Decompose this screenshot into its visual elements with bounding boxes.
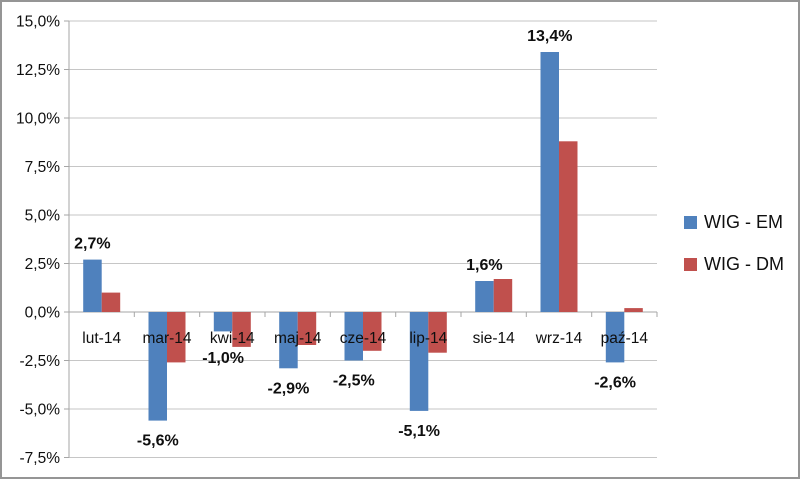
bar-wig-em-lut-14 bbox=[83, 259, 102, 312]
bar-wig-em-mar-14 bbox=[148, 312, 167, 421]
bar-wig-dm-lip-14 bbox=[428, 312, 447, 353]
data-label-wig-em-maj-14: -2,9% bbox=[268, 380, 310, 397]
bar-wig-em-kwi-14 bbox=[213, 312, 233, 332]
x-axis-category-label: mar-14 bbox=[142, 330, 191, 347]
bar-wig-dm-lut-14 bbox=[101, 292, 121, 312]
y-axis-tick-label: -2,5% bbox=[20, 353, 61, 370]
bar-wig-em-maj-14 bbox=[279, 312, 298, 369]
data-label-wig-em-lut-14: 2,7% bbox=[74, 236, 110, 253]
y-axis-tick-label: 5,0% bbox=[25, 208, 61, 225]
x-axis-category-label: cze-14 bbox=[340, 330, 387, 347]
y-axis-tick-label: 10,0% bbox=[16, 111, 60, 128]
bar-wig-em-cze-14 bbox=[344, 312, 363, 361]
bar-wig-dm-maj-14 bbox=[297, 312, 317, 345]
y-axis-tick-label: -5,0% bbox=[20, 402, 61, 419]
data-label-wig-em-sie-14: 1,6% bbox=[466, 257, 502, 274]
legend-item-wig-em: WIG - EM bbox=[684, 212, 784, 233]
bar-wig-dm-sie-14 bbox=[493, 279, 513, 312]
y-axis-tick-label: 7,5% bbox=[25, 159, 61, 176]
x-axis-category-label: paź-14 bbox=[601, 330, 649, 347]
legend-item-wig-dm: WIG - DM bbox=[684, 254, 784, 275]
data-label-wig-em-wrz-14: 13,4% bbox=[527, 28, 572, 45]
x-axis-category-label: lip-14 bbox=[409, 330, 447, 347]
legend-swatch-wig-dm-icon bbox=[684, 258, 697, 271]
x-axis-category-label: lut-14 bbox=[82, 330, 121, 347]
data-label-wig-em-cze-14: -2,5% bbox=[333, 373, 375, 390]
x-axis-category-label: maj-14 bbox=[274, 330, 322, 347]
y-axis-tick-label: 0,0% bbox=[25, 305, 61, 322]
bar-wig-em-paź-14 bbox=[605, 312, 625, 363]
data-label-wig-em-lip-14: -5,1% bbox=[398, 423, 440, 440]
legend: WIG - EM WIG - DM bbox=[684, 212, 784, 275]
y-axis-tick-label: 12,5% bbox=[16, 62, 60, 79]
data-label-wig-em-mar-14: -5,6% bbox=[137, 433, 179, 450]
x-axis-category-label: sie-14 bbox=[473, 330, 516, 347]
data-label-wig-em-kwi-14: -1,0% bbox=[202, 350, 244, 367]
y-axis-tick-label: -7,5% bbox=[20, 450, 61, 467]
x-axis-category-label: wrz-14 bbox=[535, 330, 583, 347]
bar-wig-em-lip-14 bbox=[409, 312, 429, 411]
data-label-wig-em-paź-14: -2,6% bbox=[594, 374, 636, 391]
x-axis-category-label: kwi-14 bbox=[210, 330, 255, 347]
legend-label-wig-dm: WIG - DM bbox=[704, 254, 784, 274]
legend-label-wig-em: WIG - EM bbox=[704, 212, 783, 232]
bar-wig-dm-paź-14 bbox=[624, 308, 643, 312]
y-axis-tick-label: 2,5% bbox=[25, 256, 61, 273]
bar-wig-dm-wrz-14 bbox=[559, 141, 578, 312]
bar-wig-dm-mar-14 bbox=[167, 312, 186, 363]
bar-wig-em-sie-14 bbox=[475, 281, 494, 312]
bar-wig-dm-kwi-14 bbox=[232, 312, 251, 347]
bar-wig-em-wrz-14 bbox=[540, 52, 559, 312]
legend-swatch-wig-em-icon bbox=[684, 216, 697, 229]
y-axis-tick-label: 15,0% bbox=[16, 14, 60, 31]
bar-wig-dm-cze-14 bbox=[363, 312, 382, 351]
